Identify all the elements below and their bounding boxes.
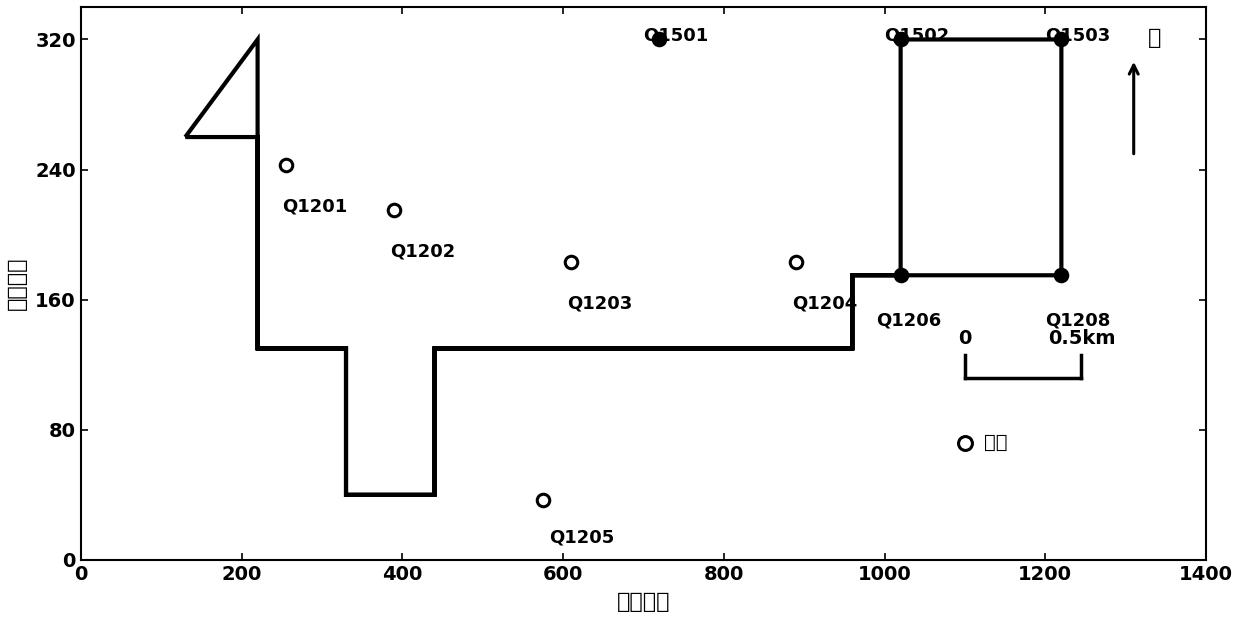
Text: 钒孔: 钒孔 <box>985 433 1008 452</box>
Y-axis label: 纵测线号: 纵测线号 <box>7 257 27 310</box>
X-axis label: 横测线号: 横测线号 <box>616 592 670 612</box>
Text: 北: 北 <box>1148 28 1162 48</box>
Text: Q1501: Q1501 <box>644 27 708 45</box>
Text: Q1204: Q1204 <box>792 295 857 313</box>
Text: Q1208: Q1208 <box>1045 311 1111 329</box>
Text: Q1206: Q1206 <box>877 311 941 329</box>
Text: 0.5km: 0.5km <box>1048 329 1115 348</box>
Text: Q1502: Q1502 <box>884 27 950 45</box>
Text: 0: 0 <box>959 329 972 348</box>
Text: Q1203: Q1203 <box>567 295 632 313</box>
Text: Q1201: Q1201 <box>281 197 347 215</box>
Text: Q1205: Q1205 <box>549 529 615 547</box>
Text: Q1202: Q1202 <box>391 243 455 261</box>
Text: Q1503: Q1503 <box>1045 27 1111 45</box>
